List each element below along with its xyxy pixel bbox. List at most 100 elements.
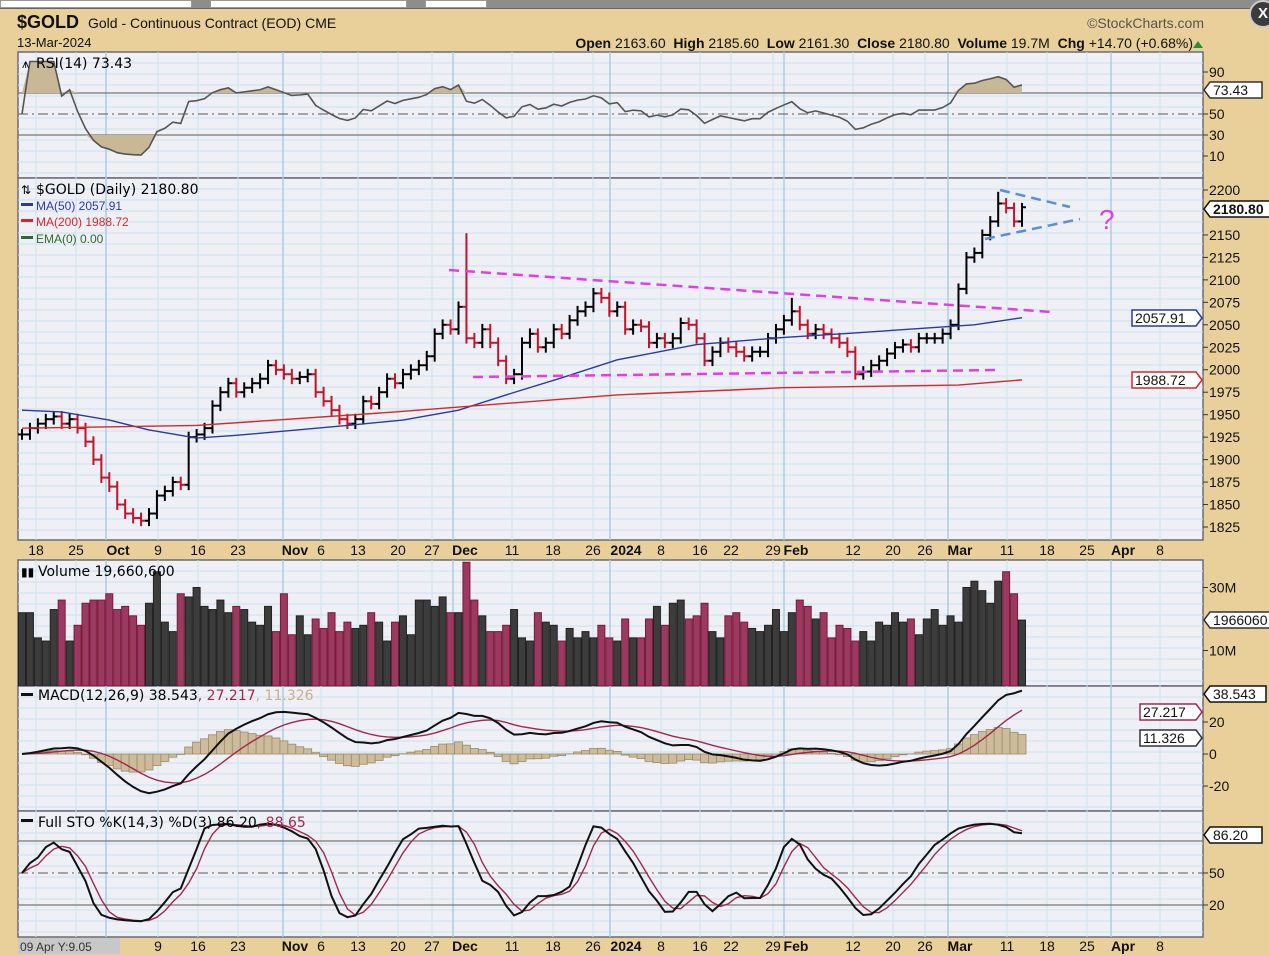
volume-bar: [836, 625, 843, 686]
volume-bar: [360, 625, 367, 686]
volume-bar: [685, 619, 692, 686]
macd-histogram-bar: [351, 754, 359, 766]
volume-icon: ▮▮: [21, 565, 34, 579]
ema-label: EMA(0) 0.00: [36, 232, 104, 246]
volume-bar: [709, 632, 716, 686]
volume-bar: [352, 628, 359, 686]
ma50-swatch: [21, 203, 33, 206]
volume-bar: [788, 613, 795, 686]
rsi-axis-label: 10: [1209, 148, 1225, 164]
x-axis-label: 8: [1156, 938, 1164, 954]
x-axis-label: 6: [317, 542, 325, 558]
sto-k-value: Full STO %K(14,3) %D(3) 86.20: [38, 815, 257, 831]
macd-histogram-bar: [828, 753, 836, 754]
macd-histogram-bar: [931, 751, 939, 754]
volume-bar: [995, 581, 1002, 686]
price-axis-label: 2050: [1209, 317, 1240, 333]
volume-bar: [130, 616, 137, 686]
x-axis-label: 11: [1000, 938, 1015, 954]
volume-bar: [185, 597, 192, 686]
volume-bar: [915, 635, 922, 686]
macd-histogram-bar: [613, 751, 621, 754]
x-axis-label: 25: [68, 542, 84, 558]
price-axis-label: 1950: [1209, 407, 1240, 423]
x-axis-label: 16: [692, 938, 708, 954]
x-axis-label: 8: [657, 542, 665, 558]
macd-histogram-bar: [185, 747, 193, 754]
x-axis-label: Oct: [106, 542, 130, 558]
volume-bar: [558, 641, 565, 686]
volume-bar: [590, 638, 597, 686]
volume-bar: [34, 638, 41, 686]
volume-bar: [463, 562, 470, 686]
volume-bar: [757, 632, 764, 686]
macd-histogram-bar: [1002, 728, 1010, 754]
macd-histogram-bar: [494, 754, 502, 757]
macd-histogram-bar: [407, 752, 415, 754]
x-axis-label: 9: [154, 542, 162, 558]
macd-histogram-bar: [193, 742, 201, 754]
macd-histogram-bar: [439, 744, 447, 754]
volume-bar: [399, 616, 406, 686]
macd-histogram-bar: [693, 754, 701, 760]
ema-swatch: [21, 236, 33, 239]
price-axis-label: 2075: [1209, 294, 1240, 310]
volume-bar: [582, 632, 589, 686]
volume-bar: [58, 600, 65, 686]
rsi-value-tag: 73.43: [1204, 82, 1262, 98]
macd-histogram-bar: [375, 754, 383, 760]
volume-bar: [519, 638, 526, 686]
volume-axis-label: 30M: [1209, 580, 1236, 596]
macd-histogram-bar: [1018, 734, 1026, 754]
macd-histogram-bar: [701, 754, 709, 763]
macd-histogram-bar: [661, 754, 669, 763]
x-axis-label: 16: [692, 542, 708, 558]
volume-bar: [868, 641, 875, 686]
macd-histogram-bar: [296, 747, 304, 754]
x-axis-label: 9: [154, 938, 162, 954]
macd-hist-value: , 11.326: [256, 688, 314, 704]
volume-bar: [312, 619, 319, 686]
volume-bar: [26, 613, 33, 686]
volume-bar: [606, 638, 613, 686]
volume-bar: [503, 625, 510, 686]
volume-bar: [74, 625, 81, 686]
x-axis-label: 20: [885, 938, 901, 954]
volume-bar: [923, 619, 930, 686]
macd-histogram-bar: [558, 754, 566, 756]
volume-bar: [447, 613, 454, 686]
macd-histogram-bar: [153, 754, 161, 766]
macd-histogram-bar: [899, 754, 907, 755]
macd-histogram-bar: [994, 728, 1002, 754]
volume-bar: [701, 603, 708, 686]
macd-histogram-bar: [169, 754, 177, 757]
macd-histogram-bar: [320, 754, 328, 757]
volume-bar: [376, 622, 383, 686]
x-axis-label: 23: [230, 542, 246, 558]
x-axis-label: 11: [505, 542, 520, 558]
macd-histogram-bar: [343, 754, 351, 766]
price-axis-label: 2150: [1209, 227, 1240, 243]
volume-bar: [487, 632, 494, 686]
volume-bar: [931, 610, 938, 686]
macd-histogram-bar: [891, 754, 899, 757]
macd-histogram-bar: [288, 744, 296, 754]
macd-histogram-bar: [431, 746, 439, 754]
volume-bar: [304, 635, 311, 686]
x-axis-label: 23: [230, 938, 246, 954]
volume-value-tag-text: 1966060: [1213, 612, 1268, 628]
x-axis-label: 12: [845, 938, 861, 954]
ma50-label: MA(50) 2057.91: [36, 199, 122, 213]
macd-histogram-bar: [470, 748, 478, 754]
volume-bar: [50, 610, 57, 686]
macd-histogram-bar: [835, 754, 843, 755]
volume-bar: [90, 600, 97, 686]
volume-bar: [177, 594, 184, 686]
x-axis-label: 29: [765, 542, 781, 558]
volume-bar: [296, 616, 303, 686]
macd-histogram-bar: [328, 754, 336, 760]
macd-histogram-bar: [820, 752, 828, 754]
macd-histogram-bar: [462, 745, 470, 754]
macd-histogram-bar: [542, 754, 550, 758]
